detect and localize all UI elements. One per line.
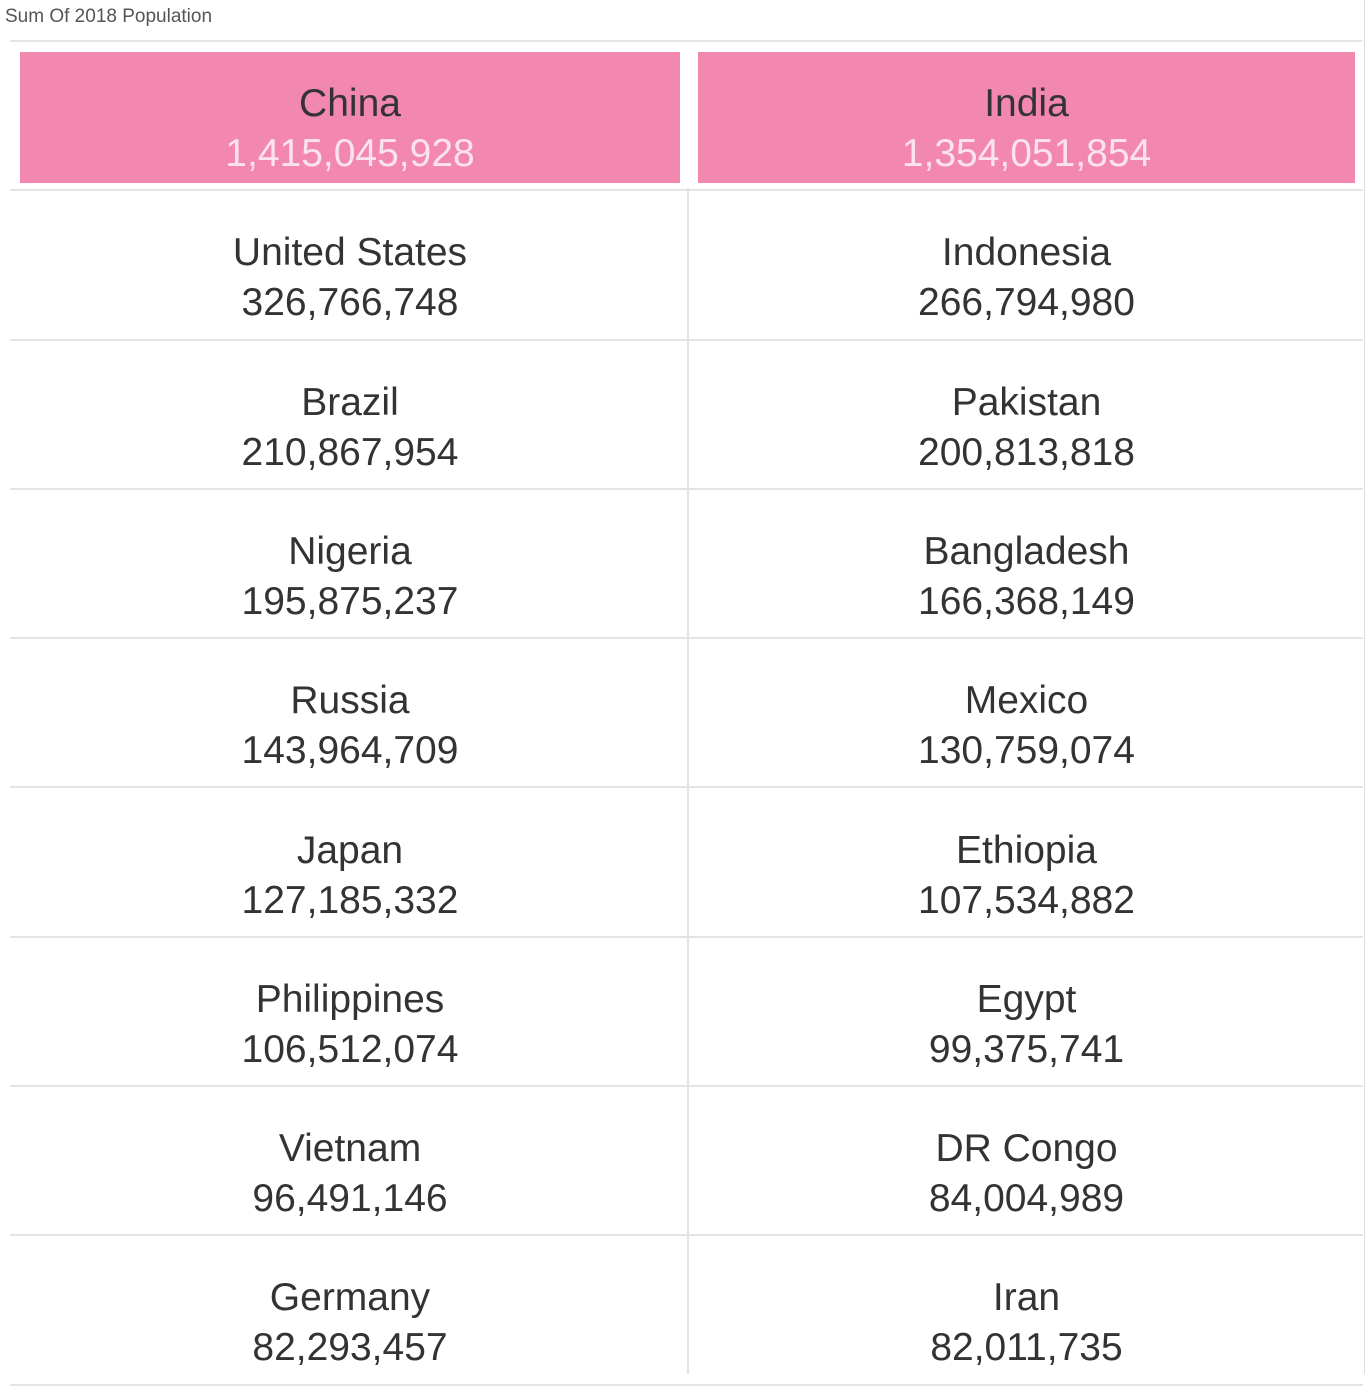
population-value: 266,794,980 — [918, 281, 1135, 325]
card: United States 326,766,748 — [10, 191, 688, 341]
card-body: Philippines 106,512,074 — [20, 948, 680, 1079]
country-name: DR Congo — [935, 1127, 1118, 1171]
card-body: Mexico 130,759,074 — [698, 649, 1355, 780]
card: Ethiopia 107,534,882 — [688, 789, 1363, 938]
country-name: Russia — [290, 679, 410, 723]
card-body: Bangladesh 166,368,149 — [698, 500, 1355, 631]
population-value: 1,354,051,854 — [901, 132, 1152, 175]
country-name: Mexico — [964, 679, 1089, 723]
card: Egypt 99,375,741 — [688, 938, 1363, 1088]
population-value: 107,534,882 — [918, 878, 1135, 922]
population-value: 82,011,735 — [930, 1326, 1123, 1370]
country-name: Nigeria — [288, 529, 412, 573]
card-body: Ethiopia 107,534,882 — [698, 799, 1355, 930]
population-value: 99,375,741 — [928, 1027, 1125, 1071]
card-body: Germany 82,293,457 — [20, 1246, 680, 1377]
country-name: India — [984, 82, 1069, 125]
card-body: Vietnam 96,491,146 — [20, 1097, 680, 1228]
population-value: 96,491,146 — [252, 1177, 448, 1221]
card: Nigeria 195,875,237 — [10, 490, 688, 640]
column-divider — [687, 188, 689, 1374]
card: Indonesia 266,794,980 — [688, 191, 1363, 341]
card: India 1,354,051,854 — [688, 42, 1363, 192]
country-name: Philippines — [255, 977, 445, 1021]
card: DR Congo 84,004,989 — [688, 1087, 1363, 1237]
card-body: Nigeria 195,875,237 — [20, 500, 680, 631]
population-value: 200,813,818 — [918, 430, 1135, 474]
country-name: Egypt — [976, 977, 1077, 1021]
population-value: 326,766,748 — [241, 281, 459, 325]
population-value: 1,415,045,928 — [225, 132, 475, 175]
population-value: 210,867,954 — [241, 430, 459, 474]
highlight-box: China 1,415,045,928 — [20, 52, 680, 184]
card: Germany 82,293,457 — [10, 1236, 688, 1386]
card: China 1,415,045,928 — [10, 42, 688, 192]
card-body: United States 326,766,748 — [20, 201, 680, 332]
card-body: Indonesia 266,794,980 — [698, 201, 1355, 332]
population-value: 82,293,457 — [252, 1326, 448, 1370]
card: Bangladesh 166,368,149 — [688, 490, 1363, 640]
population-value: 84,004,989 — [928, 1177, 1125, 1221]
country-name: United States — [232, 231, 468, 275]
country-name: Pakistan — [951, 380, 1102, 424]
top-border — [10, 40, 1362, 42]
country-name: Ethiopia — [956, 828, 1097, 872]
population-value: 127,185,332 — [241, 878, 459, 922]
card-body: Egypt 99,375,741 — [698, 948, 1355, 1079]
country-name: Japan — [296, 828, 404, 872]
card: Japan 127,185,332 — [10, 789, 688, 938]
card: Vietnam 96,491,146 — [10, 1087, 688, 1237]
card-body: Japan 127,185,332 — [20, 799, 680, 930]
card: Russia 143,964,709 — [10, 639, 688, 789]
card: Brazil 210,867,954 — [10, 341, 688, 490]
country-name: Vietnam — [278, 1127, 422, 1171]
card: Iran 82,011,735 — [688, 1236, 1363, 1386]
card: Philippines 106,512,074 — [10, 938, 688, 1088]
population-value: 195,875,237 — [241, 579, 459, 623]
population-value: 106,512,074 — [241, 1027, 459, 1071]
card-body: Russia 143,964,709 — [20, 649, 680, 780]
card-body: Brazil 210,867,954 — [20, 351, 680, 482]
population-value: 166,368,149 — [918, 579, 1135, 623]
country-name: Indonesia — [941, 231, 1112, 275]
country-name: China — [299, 82, 401, 125]
card-body: Pakistan 200,813,818 — [698, 351, 1355, 482]
card: Pakistan 200,813,818 — [688, 341, 1363, 490]
card-body: Iran 82,011,735 — [698, 1246, 1355, 1377]
card: Mexico 130,759,074 — [688, 639, 1363, 789]
population-value: 130,759,074 — [918, 729, 1135, 773]
card-body: DR Congo 84,004,989 — [698, 1097, 1355, 1228]
title: Sum Of 2018 Population — [5, 6, 213, 27]
country-name: Germany — [269, 1276, 431, 1320]
highlight-box: India 1,354,051,854 — [698, 52, 1355, 184]
population-value: 143,964,709 — [241, 729, 459, 773]
country-name: Brazil — [301, 380, 399, 424]
country-name: Bangladesh — [923, 529, 1130, 573]
country-name: Iran — [992, 1276, 1061, 1320]
